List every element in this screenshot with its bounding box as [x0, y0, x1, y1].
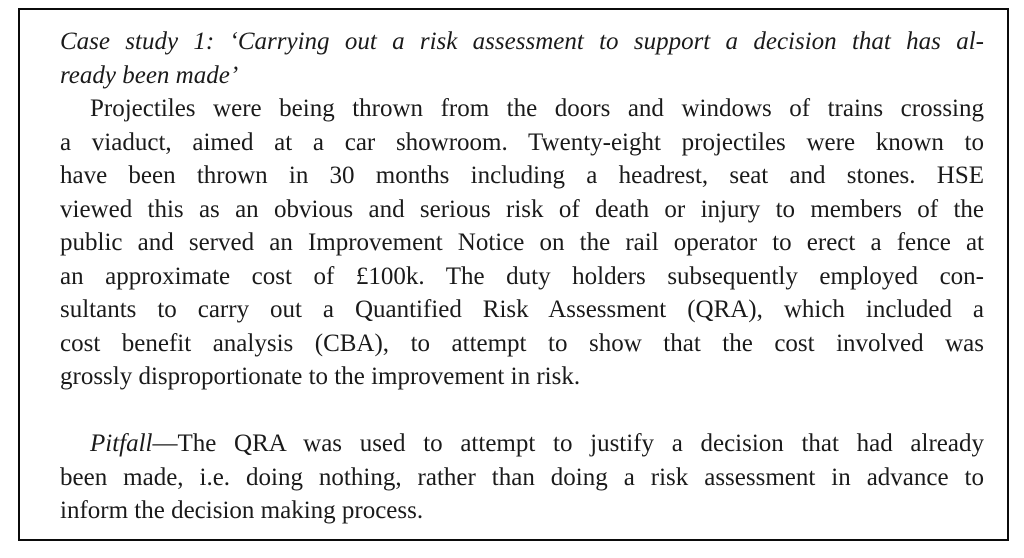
- case-study-body-paragraph: Projectiles were being thrown from the d…: [60, 92, 984, 394]
- body-line: Projectiles were being thrown from the d…: [90, 95, 984, 122]
- body-line: have been thrown in 30 months including …: [60, 162, 984, 189]
- heading-line-1: Case study 1: ‘Carrying out a risk asses…: [60, 28, 984, 55]
- body-line: a viaduct, aimed at a car showroom. Twen…: [60, 128, 984, 156]
- pitfall-line-3: inform the decision making process.: [60, 497, 424, 524]
- pitfall-paragraph: Pitfall—The QRA was used to attempt to j…: [60, 427, 984, 528]
- body-line: cost benefit analysis (CBA), to attempt …: [60, 329, 984, 357]
- pitfall-line-1-rest: —The QRA was used to attempt to justify …: [152, 430, 985, 457]
- case-study-box: Case study 1: ‘Carrying out a risk asses…: [18, 8, 1009, 541]
- body-line: viewed this as an obvious and serious ri…: [60, 195, 984, 223]
- body-line: sultants to carry out a Quantified Risk …: [60, 296, 984, 323]
- pitfall-lead-italic: Pitfall: [90, 430, 153, 457]
- body-line: an approximate cost of £100k. The duty h…: [60, 262, 984, 290]
- body-line: public and served an Improvement Notice …: [60, 229, 984, 256]
- heading-line-2: ready been made’: [60, 61, 239, 89]
- case-study-heading: Case study 1: ‘Carrying out a risk asses…: [60, 25, 984, 92]
- pitfall-line-1: Pitfall—The QRA was used to attempt to j…: [60, 427, 984, 461]
- body-line: grossly disproportionate to the improvem…: [60, 363, 581, 390]
- pitfall-line-2: been made, i.e. doing nothing, rather th…: [60, 463, 984, 491]
